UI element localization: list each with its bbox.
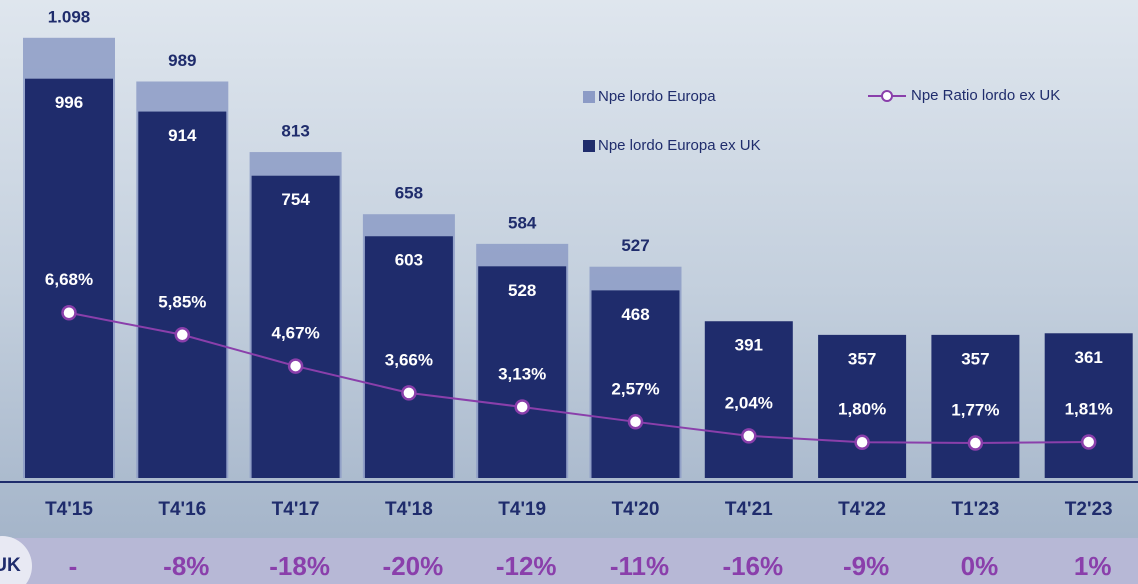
data-label: 468 [621,305,649,324]
line-marker [742,429,755,442]
data-label: 357 [848,349,876,368]
delta-value: -18% [269,551,330,581]
data-label: 3,13% [498,364,546,383]
data-label: 1.098 [48,7,91,26]
data-label: 6,68% [45,270,93,289]
line-marker [402,386,415,399]
delta-value: -11% [610,551,669,581]
legend-label: Npe lordo Europa ex UK [598,137,761,154]
delta-value: -20% [383,551,444,581]
data-label: 603 [395,251,423,270]
delta-value: 0% [961,551,999,581]
delta-value: - [69,551,78,581]
data-label: 391 [735,336,763,355]
x-tick-label: T4'20 [612,499,660,520]
x-tick-label: T1'23 [951,499,999,520]
delta-value: -9% [843,551,889,581]
data-label: 5,85% [158,292,206,311]
line-marker [856,436,869,449]
delta-value: 1% [1074,551,1112,581]
data-label: 996 [55,93,83,112]
line-marker [629,415,642,428]
line-marker [176,328,189,341]
x-tick-label: T4'18 [385,499,433,520]
delta-value: -8% [163,551,209,581]
delta-label: UK [0,555,21,576]
data-label: 989 [168,51,196,70]
data-label: 914 [168,126,197,145]
x-tick-label: T4'17 [272,499,320,520]
line-marker [289,360,302,373]
data-label: 528 [508,281,536,300]
delta-value: -12% [496,551,557,581]
line-marker [1082,435,1095,448]
legend-swatch [583,91,595,103]
data-label: 584 [508,213,537,232]
x-tick-label: T4'16 [158,499,206,520]
data-label: 1,80% [838,400,886,419]
x-tick-label: T4'22 [838,499,886,520]
line-marker [516,400,529,413]
data-label: 2,04% [725,393,773,412]
chart: UK T4'15 - T4'16 -8% T4'17 -18% T4'18 -20% T4'19… [0,0,1138,584]
line-marker [63,306,76,319]
line-marker [969,437,982,450]
data-label: 527 [621,236,649,255]
data-label: 4,67% [271,324,319,343]
data-label: 658 [395,184,423,203]
x-tick-label: T4'21 [725,499,773,520]
data-label: 361 [1075,348,1103,367]
x-tick-label: T4'19 [498,499,546,520]
data-label: 754 [281,190,310,209]
data-label: 3,66% [385,350,433,369]
x-tick-label: T2'23 [1065,499,1113,520]
delta-value: -16% [722,551,783,581]
legend-label: Npe Ratio lordo ex UK [911,87,1060,104]
legend-label: Npe lordo Europa [598,88,716,105]
data-label: 813 [281,122,309,141]
data-label: 1,77% [951,401,999,420]
data-label: 357 [961,349,989,368]
legend-swatch [583,140,595,152]
data-label: 1,81% [1065,399,1113,418]
data-label: 2,57% [611,379,659,398]
legend-swatch [882,91,892,101]
x-tick-label: T4'15 [45,499,93,520]
